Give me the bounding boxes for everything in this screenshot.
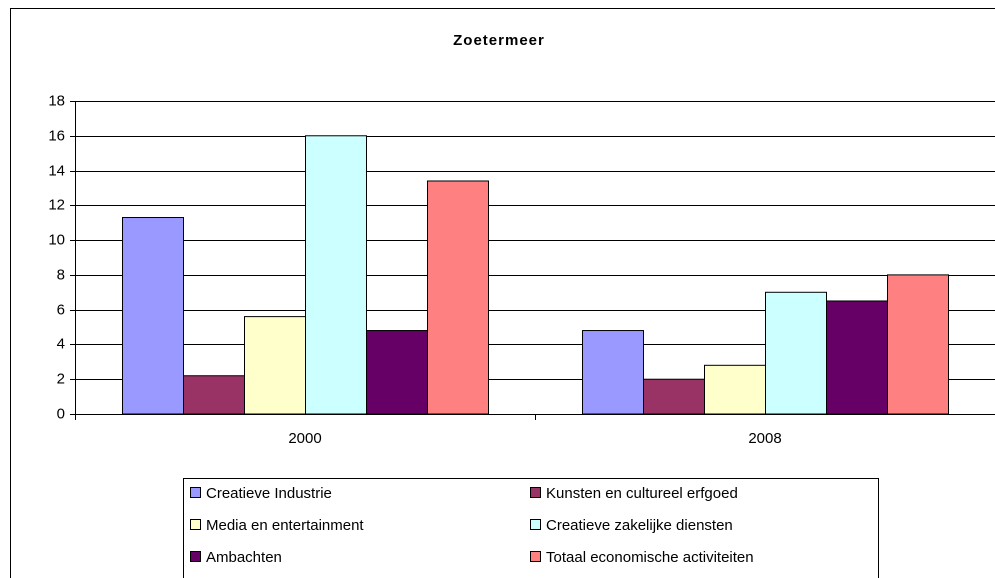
legend-swatch (530, 487, 541, 498)
bar (244, 316, 306, 415)
y-tick-label: 10 (48, 231, 65, 248)
legend-label: Totaal economische activiteiten (546, 549, 754, 566)
legend-swatch (190, 551, 201, 562)
legend-label: Ambachten (206, 549, 282, 566)
legend-label: Media en entertainment (206, 517, 364, 534)
y-tick-label: 16 (48, 127, 65, 144)
bar (643, 378, 705, 415)
y-tick-label: 8 (57, 266, 65, 283)
x-tick-label: 2000 (288, 430, 321, 447)
x-tick-label: 2008 (748, 430, 781, 447)
legend-label: Kunsten en cultureel erfgoed (546, 485, 738, 502)
legend-label: Creatieve zakelijke diensten (546, 517, 733, 534)
y-tick-label: 4 (57, 335, 65, 352)
y-tick-label: 2 (57, 370, 65, 387)
y-tick-label: 6 (57, 301, 65, 318)
bar (427, 180, 489, 415)
legend-swatch (530, 551, 541, 562)
bar (122, 217, 184, 415)
y-tick-label: 18 (48, 92, 65, 109)
y-tick-label: 12 (48, 196, 65, 213)
y-tick-label: 0 (57, 405, 65, 422)
bar (704, 364, 766, 415)
y-tick-label: 14 (48, 162, 65, 179)
bar (582, 330, 644, 415)
legend-swatch (190, 519, 201, 530)
bar (826, 300, 888, 415)
chart-title: Zoetermeer (453, 32, 545, 49)
bar (305, 135, 367, 415)
legend-swatch (190, 487, 201, 498)
bar (887, 274, 949, 415)
bar (366, 330, 428, 415)
bar (183, 375, 245, 415)
legend-swatch (530, 519, 541, 530)
legend-label: Creatieve Industrie (206, 485, 332, 502)
bar (765, 291, 827, 415)
